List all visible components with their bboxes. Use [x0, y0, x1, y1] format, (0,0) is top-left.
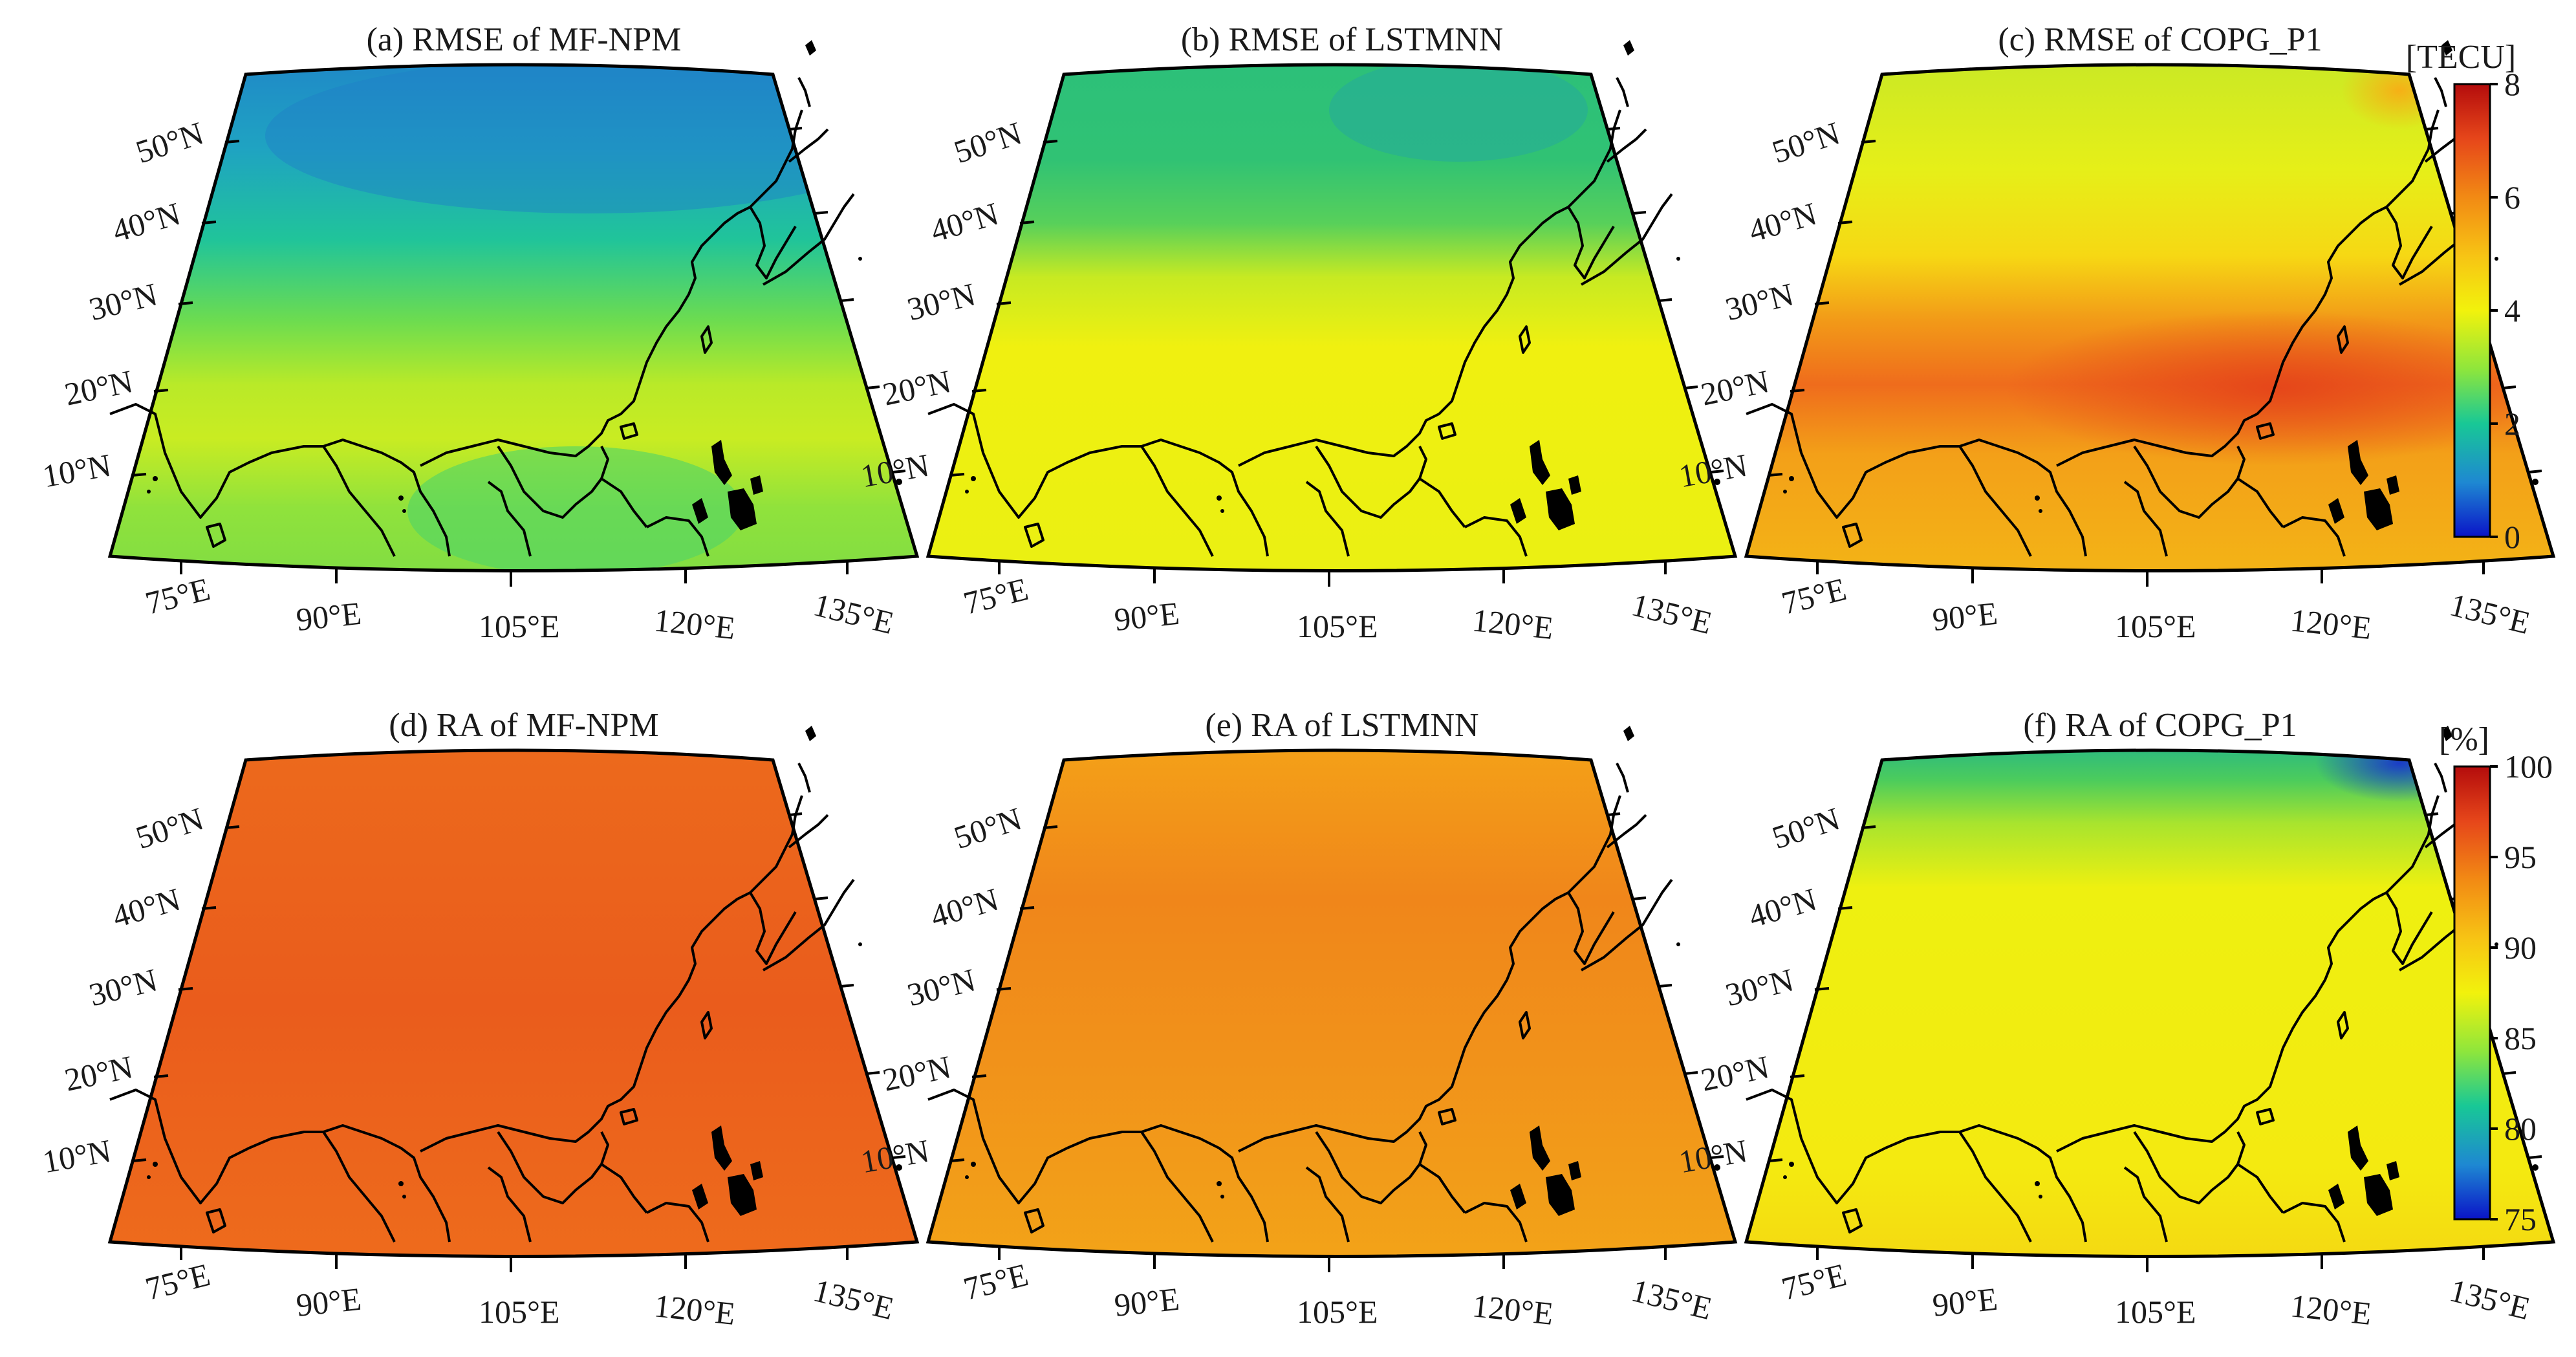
- panel-b: (b) RMSE of LSTMNN 50°N 40°N 30°N 20°N 1…: [858, 21, 1737, 646]
- panel-title: (f) RA of COPG_P1: [2023, 707, 2297, 744]
- colorbar-tick: 6: [2504, 179, 2520, 215]
- lat-label: 40°N: [1745, 195, 1821, 249]
- colorbar-tick: 75: [2504, 1201, 2537, 1237]
- lon-label: 120°E: [653, 1287, 737, 1332]
- lon-label: 105°E: [1297, 608, 1378, 644]
- lon-label: 90°E: [1112, 595, 1181, 638]
- lon-label: 135°E: [810, 1272, 897, 1327]
- panel-title: (a) RMSE of MF-NPM: [367, 21, 682, 58]
- lat-label: 50°N: [1768, 114, 1844, 170]
- lon-label: 90°E: [1931, 595, 1999, 638]
- lon-label: 90°E: [294, 595, 363, 638]
- lon-label: 135°E: [2446, 1272, 2533, 1327]
- lat-label: 30°N: [1722, 276, 1797, 327]
- lat-label: 50°N: [131, 800, 208, 856]
- colorbar-tick: 2: [2504, 406, 2520, 442]
- colorbar-tick: 90: [2504, 929, 2537, 966]
- lat-label: 40°N: [109, 881, 184, 935]
- lon-labels: 75°E 90°E 105°E 120°E 135°E: [960, 1256, 1716, 1332]
- lat-label: 20°N: [880, 1048, 954, 1098]
- lon-label: 135°E: [1628, 1272, 1715, 1327]
- map-field: [928, 65, 1735, 571]
- colorbar-unit: [TECU]: [2406, 39, 2516, 76]
- lon-label: 90°E: [1931, 1281, 1999, 1323]
- panel-e: (e) RA of LSTMNN 50°N 40°N 30°N 20°N 10°…: [858, 707, 1737, 1332]
- lon-label: 105°E: [1297, 1294, 1378, 1330]
- lon-label: 75°E: [960, 570, 1032, 622]
- lat-label: 30°N: [85, 276, 161, 327]
- lon-label: 75°E: [1778, 1256, 1850, 1307]
- lon-labels: 75°E 90°E 105°E 120°E 135°E: [1778, 570, 2534, 646]
- lat-label: 40°N: [109, 195, 184, 249]
- lat-label: 20°N: [61, 363, 136, 413]
- lon-labels: 75°E 90°E 105°E 120°E 135°E: [960, 570, 1716, 646]
- panel-a: (a) RMSE of MF-NPM 50°N 40°N 30°N 20°N 1…: [40, 21, 918, 646]
- map-field: [110, 65, 917, 571]
- lon-label: 135°E: [2446, 586, 2533, 641]
- panel-f: (f) RA of COPG_P1 50°N 40°N 30°N 20°N 10…: [1676, 707, 2555, 1332]
- panel-title: (b) RMSE of LSTMNN: [1181, 21, 1503, 58]
- lon-label: 75°E: [960, 1256, 1032, 1307]
- lat-label: 20°N: [1698, 363, 1772, 413]
- colorbar-tick: 85: [2504, 1020, 2537, 1056]
- lat-labels: 50°N 40°N 30°N 20°N 10°N: [40, 114, 208, 494]
- lat-label: 50°N: [949, 800, 1026, 856]
- colorbar-tick: 0: [2504, 519, 2520, 555]
- lat-label: 50°N: [949, 114, 1026, 170]
- lon-label: 120°E: [1471, 602, 1555, 646]
- panel-title: (d) RA of MF-NPM: [389, 707, 659, 744]
- panel-c: (c) RMSE of COPG_P1 50°N 40°N 30°N 20°N …: [1676, 21, 2555, 646]
- lon-label: 120°E: [653, 602, 737, 646]
- lon-labels: 75°E 90°E 105°E 120°E 135°E: [1778, 1256, 2534, 1332]
- lon-label: 105°E: [2115, 1294, 2196, 1330]
- lon-label: 105°E: [479, 1294, 560, 1330]
- lat-label: 40°N: [927, 881, 1002, 935]
- colorbar-tick: 80: [2504, 1111, 2537, 1147]
- lat-label: 40°N: [927, 195, 1002, 249]
- lon-labels: 75°E 90°E 105°E 120°E 135°E: [142, 570, 898, 646]
- lon-label: 75°E: [142, 1256, 213, 1307]
- map-field: [1746, 65, 2553, 571]
- lon-label: 120°E: [1471, 1287, 1555, 1332]
- colorbar-gradient: [2453, 765, 2491, 1221]
- colorbar-tick: 8: [2504, 66, 2520, 102]
- colorbar-tick: 100: [2504, 748, 2553, 785]
- lon-label: 135°E: [810, 586, 897, 641]
- lat-label: 20°N: [880, 363, 954, 413]
- panel-d: (d) RA of MF-NPM 50°N 40°N 30°N 20°N 10°…: [40, 707, 918, 1332]
- lon-label: 90°E: [1112, 1281, 1181, 1323]
- colorbar-rmse: [TECU] 8 6 4 2 0: [2406, 39, 2520, 555]
- lat-label: 10°N: [40, 447, 114, 495]
- lon-label: 120°E: [2289, 1287, 2374, 1332]
- lat-label: 30°N: [1722, 961, 1797, 1013]
- colorbar-gradient: [2453, 83, 2491, 538]
- lat-label: 10°N: [40, 1133, 114, 1180]
- lat-label: 40°N: [1745, 881, 1821, 935]
- lat-label: 20°N: [1698, 1048, 1772, 1098]
- lat-label: 50°N: [1768, 800, 1844, 856]
- lon-label: 90°E: [294, 1281, 363, 1323]
- lat-label: 20°N: [61, 1048, 136, 1098]
- lon-label: 75°E: [142, 570, 213, 622]
- lat-label: 30°N: [85, 961, 161, 1013]
- lon-labels: 75°E 90°E 105°E 120°E 135°E: [142, 1256, 898, 1332]
- map-field: [110, 750, 917, 1257]
- colorbar-tick: 4: [2504, 292, 2520, 329]
- lat-label: 50°N: [131, 114, 208, 170]
- panel-title: (e) RA of LSTMNN: [1205, 707, 1478, 744]
- colorbar-ra: [%] 100 95 90 85 80 75: [2439, 721, 2553, 1237]
- lon-label: 105°E: [479, 608, 560, 644]
- colorbar-unit: [%]: [2439, 721, 2489, 758]
- lon-label: 120°E: [2289, 602, 2374, 646]
- map-field: [928, 750, 1735, 1257]
- colorbar-tick: 95: [2504, 839, 2537, 875]
- lon-label: 75°E: [1778, 570, 1850, 622]
- map-field: [1746, 750, 2553, 1257]
- panel-title: (c) RMSE of COPG_P1: [1998, 21, 2322, 58]
- lon-label: 135°E: [1628, 586, 1715, 641]
- lon-label: 105°E: [2115, 608, 2196, 644]
- lat-label: 30°N: [904, 961, 979, 1013]
- lat-label: 30°N: [904, 276, 979, 327]
